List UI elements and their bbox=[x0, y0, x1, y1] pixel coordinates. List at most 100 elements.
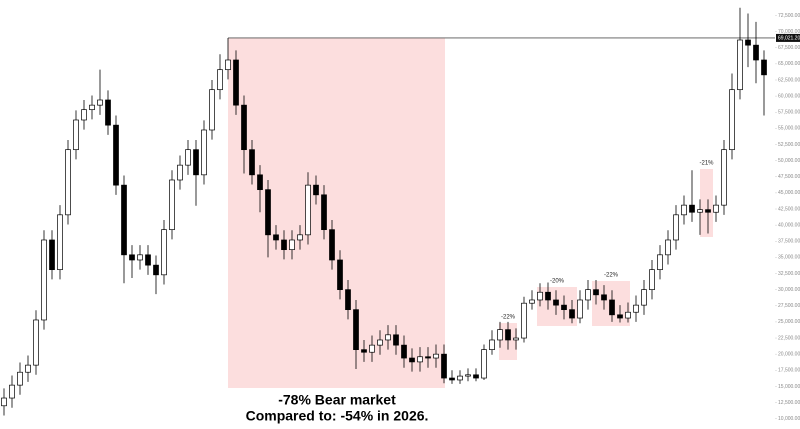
candle-body bbox=[345, 289, 351, 311]
y-tick-label: 32,500.00 bbox=[778, 271, 800, 277]
candle-body bbox=[49, 239, 55, 271]
candle-body bbox=[385, 334, 391, 341]
candle-body bbox=[729, 89, 735, 151]
candle-body bbox=[577, 299, 583, 319]
candle-body bbox=[25, 364, 31, 373]
caption-line: -78% Bear market bbox=[278, 392, 396, 408]
price-marker bbox=[776, 33, 800, 42]
candle-body bbox=[401, 344, 407, 359]
candle-body bbox=[281, 239, 287, 251]
candle-body bbox=[585, 289, 591, 301]
drawdown-box bbox=[537, 287, 577, 326]
candle-body bbox=[321, 194, 327, 231]
candle-body bbox=[129, 254, 135, 261]
y-tick-label: 35,000.00 bbox=[778, 255, 800, 261]
y-tick-label: 45,000.00 bbox=[778, 190, 800, 196]
candle-body bbox=[521, 302, 527, 339]
candle-body bbox=[713, 204, 719, 213]
candle-body bbox=[65, 149, 71, 216]
candle-body bbox=[641, 289, 647, 306]
candle-body bbox=[753, 44, 759, 61]
candle-body bbox=[121, 184, 127, 256]
candle-body bbox=[761, 59, 767, 76]
y-tick-label: 72,500.00 bbox=[778, 13, 800, 19]
bear-market-box bbox=[228, 38, 445, 388]
candle-body bbox=[681, 204, 687, 216]
candle-body bbox=[553, 299, 559, 306]
candle-body bbox=[9, 384, 15, 399]
candle-body bbox=[33, 319, 39, 366]
y-tick-label: 47,500.00 bbox=[778, 174, 800, 180]
candle-body bbox=[433, 353, 439, 359]
candle-body bbox=[17, 371, 23, 386]
candle-body bbox=[313, 184, 319, 196]
candle-body bbox=[441, 353, 447, 379]
candle-body bbox=[249, 149, 255, 176]
candle-body bbox=[425, 356, 431, 359]
candle-body bbox=[177, 164, 183, 181]
y-tick-label: 30,000.00 bbox=[778, 287, 800, 293]
y-tick-label: 57,500.00 bbox=[778, 110, 800, 116]
drawdown-label: -20% bbox=[550, 279, 565, 285]
candle-body bbox=[273, 234, 279, 241]
y-tick-label: 15,000.00 bbox=[778, 384, 800, 390]
candle-body bbox=[657, 254, 663, 271]
candle-body bbox=[513, 337, 519, 341]
candle-body bbox=[569, 309, 575, 319]
candle-body bbox=[393, 334, 399, 346]
y-tick-label: 25,000.00 bbox=[778, 319, 800, 325]
caption-line: Compared to: -54% in 2026. bbox=[246, 408, 429, 424]
candle-body bbox=[217, 69, 223, 91]
candle-body bbox=[561, 304, 567, 311]
y-tick-label: 67,500.00 bbox=[778, 45, 800, 51]
candle-body bbox=[297, 234, 303, 241]
candle-body bbox=[153, 264, 159, 276]
candle-body bbox=[465, 374, 471, 377]
candle-body bbox=[337, 259, 343, 291]
drawdown-box bbox=[700, 169, 713, 237]
candle-body bbox=[537, 291, 543, 301]
candle-body bbox=[489, 339, 495, 351]
candle-layer bbox=[1, 7, 767, 416]
candle-body bbox=[145, 254, 151, 266]
y-tick-label: 55,000.00 bbox=[778, 126, 800, 132]
y-tick-label: 50,000.00 bbox=[778, 158, 800, 164]
y-tick-label: 42,500.00 bbox=[778, 206, 800, 212]
candle-body bbox=[505, 329, 511, 341]
y-tick-label: 17,500.00 bbox=[778, 368, 800, 374]
candle-body bbox=[201, 129, 207, 176]
candle-body bbox=[473, 374, 479, 379]
candle-body bbox=[649, 269, 655, 291]
candle-body bbox=[737, 39, 743, 91]
candle-body bbox=[329, 229, 335, 261]
candle-body bbox=[353, 309, 359, 351]
candle-body bbox=[705, 209, 711, 213]
candle-body bbox=[633, 304, 639, 313]
drawdown-label: -21% bbox=[699, 161, 714, 167]
y-tick-label: 52,500.00 bbox=[778, 142, 800, 148]
candle-body bbox=[673, 214, 679, 241]
candle-body bbox=[81, 109, 87, 121]
candle-body bbox=[377, 339, 383, 346]
y-tick-label: 62,500.00 bbox=[778, 77, 800, 83]
price-axis: 10,000.00 12,500.00 15,000.00 17,500.00 20,0… bbox=[775, 13, 800, 422]
y-tick-label: 40,000.00 bbox=[778, 222, 800, 228]
y-tick-label: 12,500.00 bbox=[778, 400, 800, 406]
candle-body bbox=[609, 299, 615, 316]
candle-body bbox=[721, 149, 727, 206]
annotation-layer: -22% -20% -22% -21% bbox=[228, 37, 775, 388]
drawdown-label: -22% bbox=[604, 273, 619, 279]
candle-body bbox=[529, 299, 535, 304]
y-tick-label: 10,000.00 bbox=[778, 416, 800, 422]
y-tick-label: 27,500.00 bbox=[778, 303, 800, 309]
candle-body bbox=[185, 149, 191, 166]
candle-body bbox=[73, 119, 79, 151]
candle-body bbox=[89, 104, 95, 111]
candle-body bbox=[665, 239, 671, 256]
price-marker-label: 69,021.20 bbox=[778, 35, 800, 41]
drawdown-label: -22% bbox=[501, 315, 516, 321]
candle-body bbox=[113, 124, 119, 186]
candle-body bbox=[233, 59, 239, 106]
candle-body bbox=[1, 397, 7, 407]
